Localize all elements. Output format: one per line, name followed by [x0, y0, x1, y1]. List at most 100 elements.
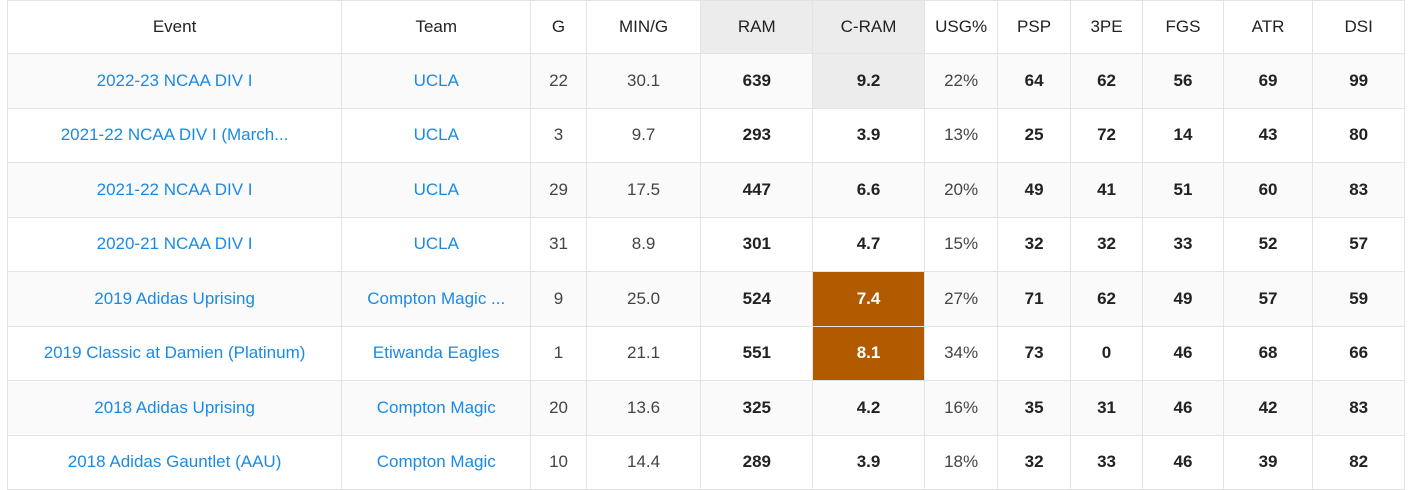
usage-cell: 27%: [923, 271, 999, 327]
ram-cell: 524: [700, 271, 814, 327]
cram-cell: 9.2: [812, 53, 925, 109]
games-cell: 9: [530, 271, 587, 327]
table-row: 2022-23 NCAA DIV I UCLA 22 30.1 639 9.2 22% 64 6…: [6, 53, 1405, 109]
atr-cell: 43: [1222, 107, 1314, 163]
dsi-cell: 59: [1312, 271, 1405, 327]
games-cell: 22: [530, 53, 587, 109]
ram-cell: 551: [700, 325, 814, 381]
table-row: 2018 Adidas Uprising Compton Magic 20 13.6 3…: [6, 380, 1405, 436]
cram-cell: 8.1: [812, 325, 925, 381]
ram-cell: 301: [700, 216, 814, 272]
games-cell: 10: [530, 434, 587, 490]
fgs-cell: 14: [1142, 107, 1224, 163]
event-link[interactable]: 2018 Adidas Uprising: [6, 380, 343, 436]
col-header-event[interactable]: Event: [6, 0, 343, 54]
event-link[interactable]: 2021-22 NCAA DIV I (March...: [6, 107, 343, 163]
event-link[interactable]: 2022-23 NCAA DIV I: [6, 53, 343, 109]
usage-cell: 22%: [923, 53, 999, 109]
col-header-g[interactable]: G: [530, 0, 587, 54]
fgs-cell: 49: [1142, 271, 1224, 327]
event-link[interactable]: 2019 Classic at Damien (Platinum): [6, 325, 343, 381]
psp-cell: 49: [997, 162, 1071, 218]
event-link[interactable]: 2018 Adidas Gauntlet (AAU): [6, 434, 343, 490]
ram-cell: 447: [700, 162, 814, 218]
atr-cell: 68: [1222, 325, 1314, 381]
team-link[interactable]: Compton Magic ...: [341, 271, 532, 327]
team-link[interactable]: Compton Magic: [341, 380, 532, 436]
dsi-cell: 82: [1312, 434, 1405, 490]
3pe-cell: 31: [1069, 380, 1144, 436]
cram-cell: 3.9: [812, 434, 925, 490]
3pe-cell: 72: [1069, 107, 1144, 163]
ram-cell: 325: [700, 380, 814, 436]
fgs-cell: 46: [1142, 380, 1224, 436]
team-link[interactable]: Compton Magic: [341, 434, 532, 490]
team-link[interactable]: UCLA: [341, 53, 532, 109]
3pe-cell: 32: [1069, 216, 1144, 272]
dsi-cell: 57: [1312, 216, 1405, 272]
minutes-cell: 21.1: [585, 325, 702, 381]
stats-table: Event Team G MIN/G RAM C-RAM USG% PSP 3P…: [6, 0, 1405, 490]
3pe-cell: 33: [1069, 434, 1144, 490]
usage-cell: 18%: [923, 434, 999, 490]
col-header-ram[interactable]: RAM: [700, 0, 814, 54]
3pe-cell: 41: [1069, 162, 1144, 218]
team-link[interactable]: UCLA: [341, 216, 532, 272]
atr-cell: 60: [1222, 162, 1314, 218]
psp-cell: 32: [997, 434, 1071, 490]
team-link[interactable]: UCLA: [341, 162, 532, 218]
psp-cell: 73: [997, 325, 1071, 381]
col-header-cram[interactable]: C-RAM: [812, 0, 925, 54]
event-link[interactable]: 2019 Adidas Uprising: [6, 271, 343, 327]
col-header-psp[interactable]: PSP: [997, 0, 1071, 54]
fgs-cell: 51: [1142, 162, 1224, 218]
cram-cell: 3.9: [812, 107, 925, 163]
atr-cell: 57: [1222, 271, 1314, 327]
fgs-cell: 33: [1142, 216, 1224, 272]
usage-cell: 20%: [923, 162, 999, 218]
games-cell: 31: [530, 216, 587, 272]
dsi-cell: 99: [1312, 53, 1405, 109]
col-header-dsi[interactable]: DSI: [1312, 0, 1405, 54]
psp-cell: 71: [997, 271, 1071, 327]
table-row: 2018 Adidas Gauntlet (AAU) Compton Magic 1…: [6, 434, 1405, 490]
header-row: Event Team G MIN/G RAM C-RAM USG% PSP 3P…: [6, 0, 1405, 54]
team-link[interactable]: UCLA: [341, 107, 532, 163]
fgs-cell: 46: [1142, 325, 1224, 381]
minutes-cell: 25.0: [585, 271, 702, 327]
col-header-min[interactable]: MIN/G: [585, 0, 702, 54]
cram-cell: 4.7: [812, 216, 925, 272]
col-header-usg[interactable]: USG%: [923, 0, 999, 54]
atr-cell: 39: [1222, 434, 1314, 490]
3pe-cell: 0: [1069, 325, 1144, 381]
fgs-cell: 46: [1142, 434, 1224, 490]
col-header-3pe[interactable]: 3PE: [1069, 0, 1144, 54]
dsi-cell: 83: [1312, 162, 1405, 218]
minutes-cell: 8.9: [585, 216, 702, 272]
col-header-fgs[interactable]: FGS: [1142, 0, 1224, 54]
event-link[interactable]: 2021-22 NCAA DIV I: [6, 162, 343, 218]
event-link[interactable]: 2020-21 NCAA DIV I: [6, 216, 343, 272]
fgs-cell: 56: [1142, 53, 1224, 109]
games-cell: 29: [530, 162, 587, 218]
atr-cell: 42: [1222, 380, 1314, 436]
col-header-atr[interactable]: ATR: [1222, 0, 1314, 54]
table-row: 2021-22 NCAA DIV I UCLA 29 17.5 447 6.6 20% 49 4…: [6, 162, 1405, 218]
usage-cell: 13%: [923, 107, 999, 163]
3pe-cell: 62: [1069, 53, 1144, 109]
games-cell: 1: [530, 325, 587, 381]
minutes-cell: 30.1: [585, 53, 702, 109]
atr-cell: 52: [1222, 216, 1314, 272]
team-link[interactable]: Etiwanda Eagles: [341, 325, 532, 381]
games-cell: 3: [530, 107, 587, 163]
col-header-team[interactable]: Team: [341, 0, 532, 54]
dsi-cell: 80: [1312, 107, 1405, 163]
dsi-cell: 66: [1312, 325, 1405, 381]
minutes-cell: 13.6: [585, 380, 702, 436]
table-row: 2019 Adidas Uprising Compton Magic ... 9 25…: [6, 271, 1405, 327]
dsi-cell: 83: [1312, 380, 1405, 436]
minutes-cell: 14.4: [585, 434, 702, 490]
minutes-cell: 17.5: [585, 162, 702, 218]
ram-cell: 639: [700, 53, 814, 109]
ram-cell: 289: [700, 434, 814, 490]
